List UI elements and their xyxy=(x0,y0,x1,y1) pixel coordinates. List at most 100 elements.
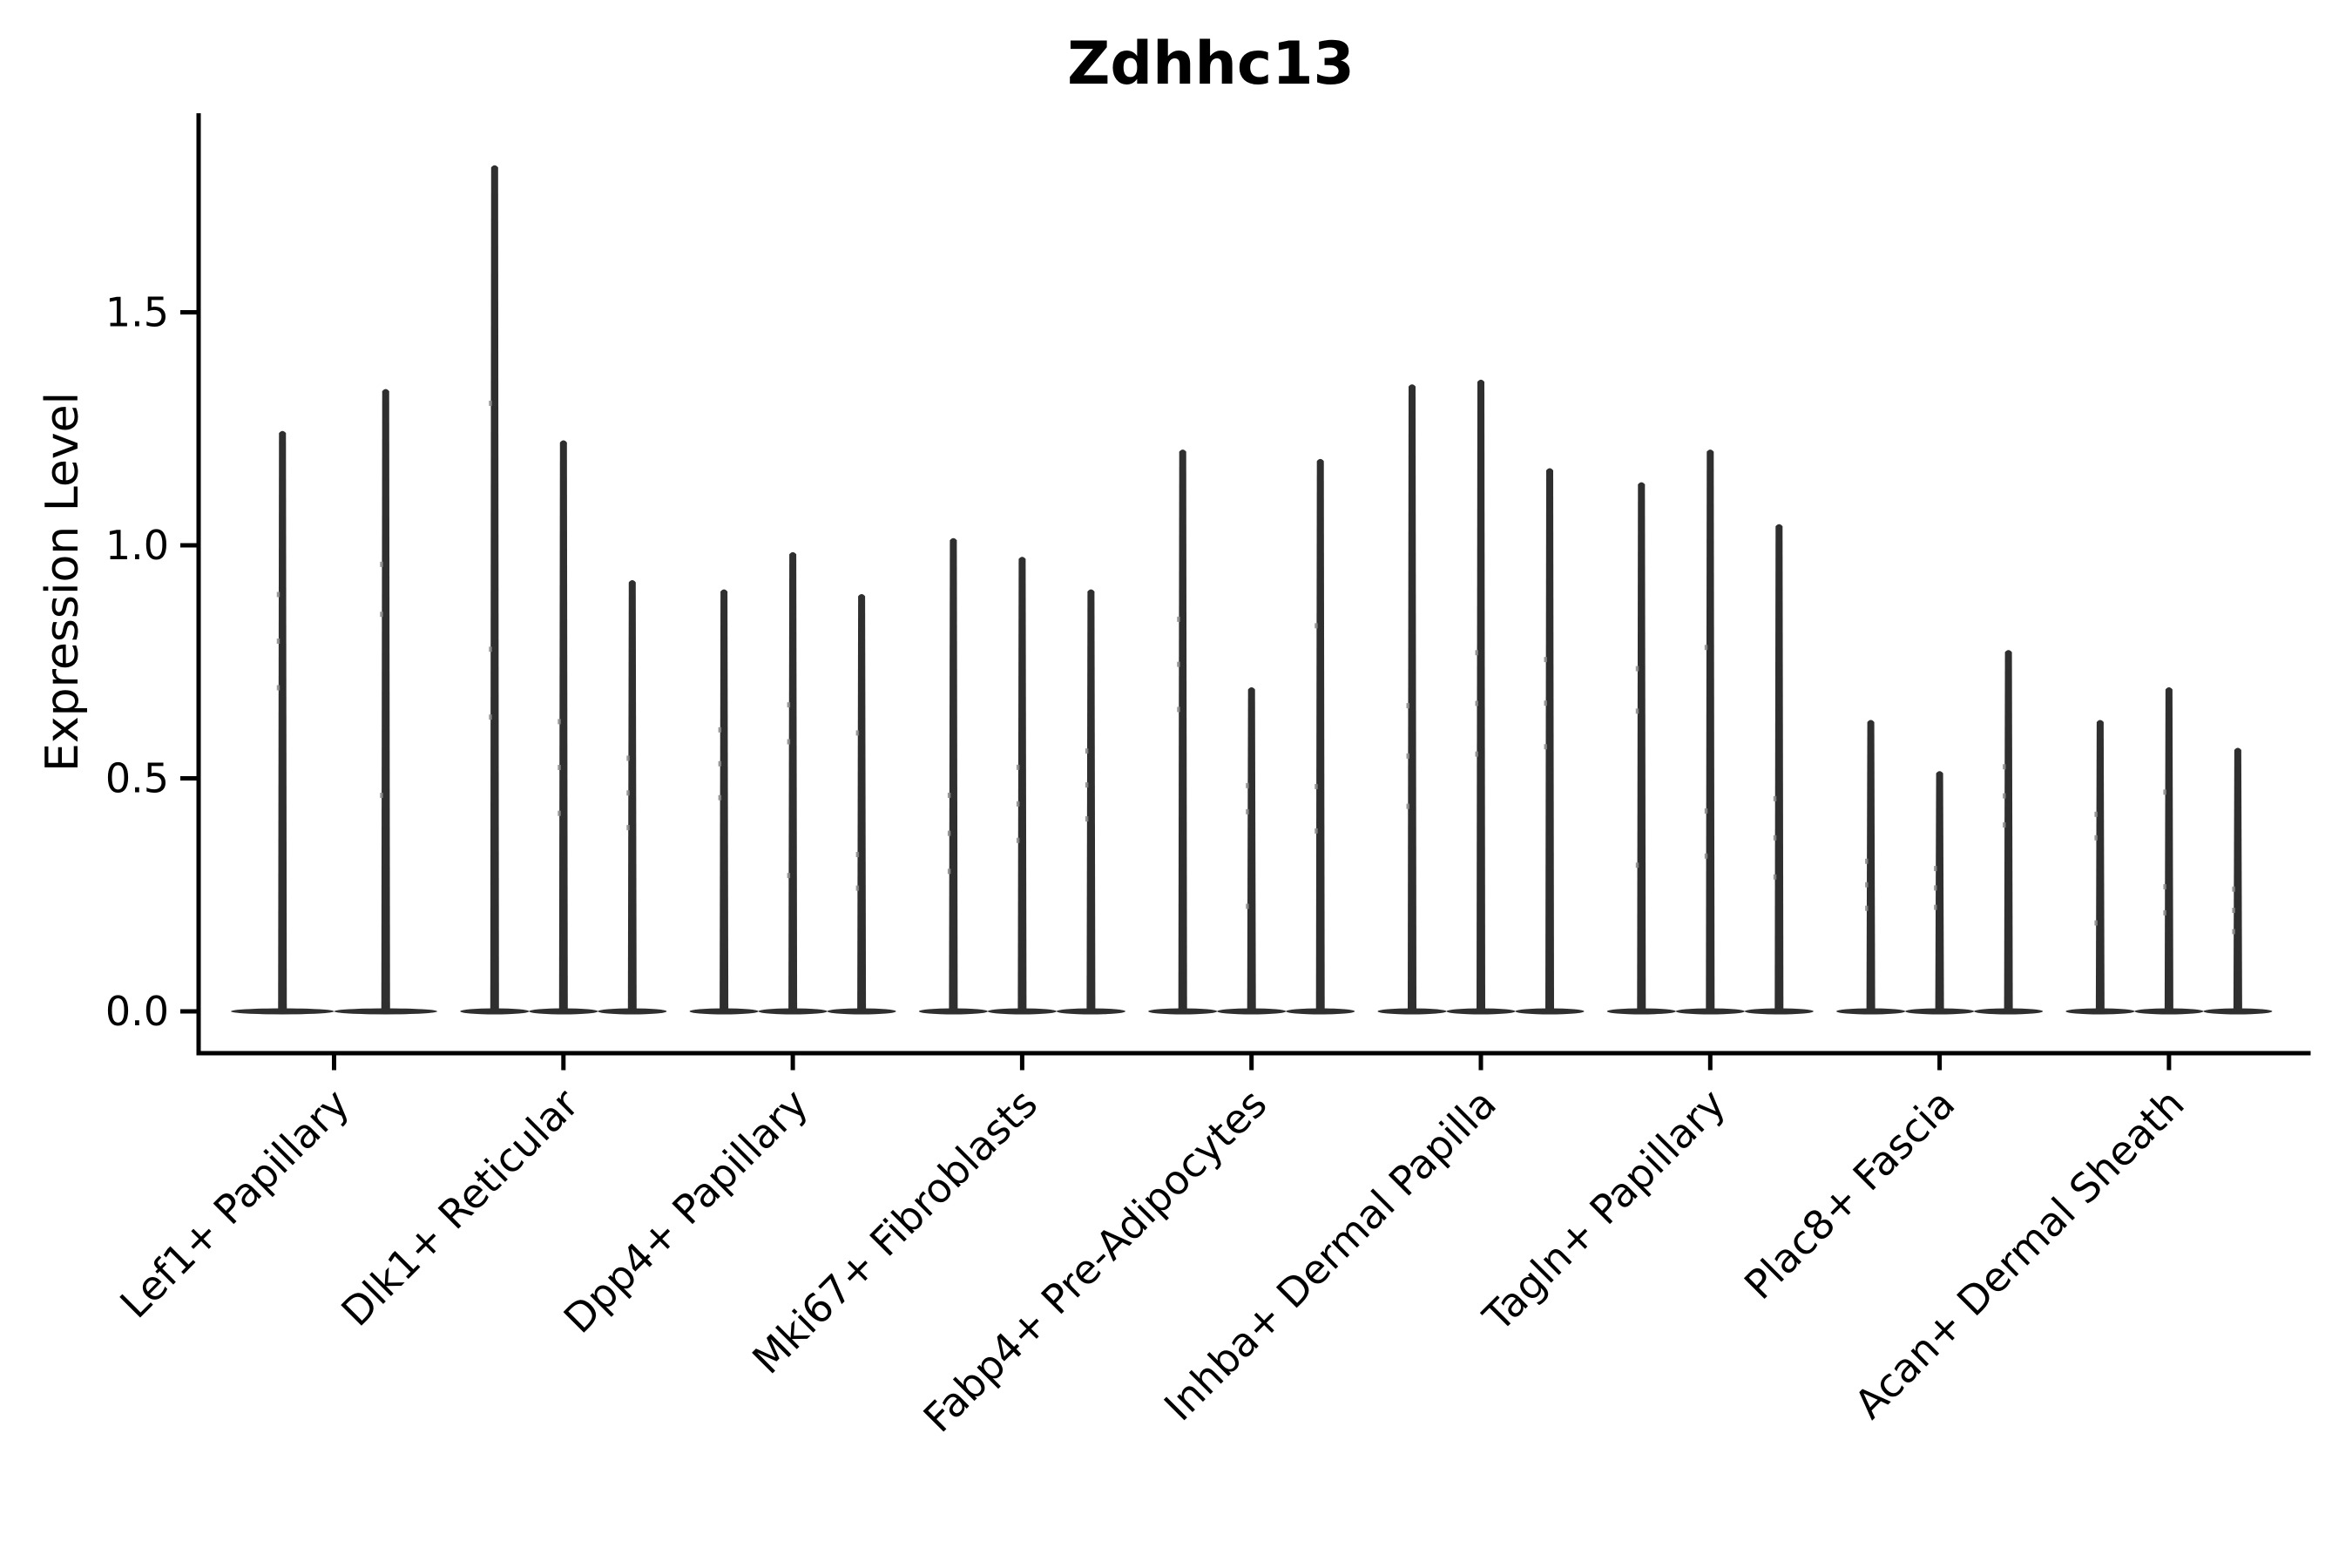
violin-spike xyxy=(558,440,568,1011)
violin-spike xyxy=(2095,720,2105,1011)
jitter-point xyxy=(558,765,561,771)
jitter-point xyxy=(1544,700,1547,706)
y-tick xyxy=(180,1009,199,1014)
jitter-point xyxy=(380,561,383,567)
jitter-point xyxy=(2163,909,2166,916)
jitter-point xyxy=(1865,858,1869,864)
y-tick-label: 1.0 xyxy=(105,522,169,569)
jitter-point xyxy=(1315,783,1318,789)
jitter-point xyxy=(2003,822,2006,828)
violin-spike xyxy=(278,430,287,1011)
jitter-point xyxy=(855,852,860,858)
jitter-point xyxy=(1085,748,1089,754)
jitter-point xyxy=(489,714,492,720)
jitter-point xyxy=(1865,882,1869,888)
jitter-point xyxy=(1406,803,1409,809)
violin-spike xyxy=(857,594,867,1011)
x-tick xyxy=(790,1055,795,1071)
jitter-point xyxy=(276,685,280,691)
jitter-point xyxy=(489,646,492,652)
jitter-point xyxy=(1016,837,1020,843)
jitter-point xyxy=(1406,703,1409,709)
jitter-point xyxy=(2094,811,2098,817)
jitter-point xyxy=(626,825,630,831)
violin-spike xyxy=(1706,449,1715,1011)
jitter-point xyxy=(276,591,280,598)
x-tick xyxy=(1019,1055,1024,1071)
jitter-point xyxy=(558,719,561,725)
x-tick-label: Dpp4+ Papillary xyxy=(555,1080,817,1342)
jitter-point xyxy=(1544,657,1547,663)
jitter-point xyxy=(718,727,722,733)
jitter-point xyxy=(1934,904,1937,910)
x-tick xyxy=(1478,1055,1484,1071)
x-tick xyxy=(2166,1055,2172,1071)
violin-spike xyxy=(2164,687,2173,1011)
jitter-point xyxy=(1704,645,1708,651)
x-tick xyxy=(1937,1055,1943,1071)
jitter-point xyxy=(1016,764,1020,770)
jitter-point xyxy=(1085,782,1089,788)
jitter-point xyxy=(1635,708,1639,714)
jitter-point xyxy=(558,810,561,816)
jitter-point xyxy=(1246,808,1249,814)
jitter-point xyxy=(855,730,860,736)
y-tick-label: 1.5 xyxy=(105,289,169,336)
x-tick xyxy=(1249,1055,1254,1071)
violin-spike xyxy=(1178,449,1187,1011)
jitter-point xyxy=(1475,751,1478,757)
jitter-point xyxy=(2094,835,2098,841)
jitter-point xyxy=(1177,616,1180,622)
jitter-point xyxy=(947,830,951,836)
jitter-point xyxy=(1635,666,1639,672)
y-tick-label: 0.0 xyxy=(105,988,169,1035)
violin-spike xyxy=(1086,589,1096,1011)
jitter-point xyxy=(2003,793,2006,799)
violin-spike xyxy=(2004,650,2013,1011)
x-axis-spine xyxy=(196,1051,2311,1056)
y-tick xyxy=(180,310,199,314)
jitter-point xyxy=(1635,862,1639,868)
violin-spike xyxy=(1477,379,1485,1011)
jitter-point xyxy=(1704,853,1708,859)
x-tick xyxy=(332,1055,336,1071)
jitter-point xyxy=(718,760,722,767)
jitter-point xyxy=(380,612,383,618)
violin-spike xyxy=(490,165,499,1012)
violin-spike xyxy=(1247,687,1256,1011)
jitter-point xyxy=(1085,816,1089,822)
violin-spike xyxy=(2233,747,2242,1011)
violin-spike xyxy=(1935,771,1944,1011)
jitter-point xyxy=(2003,764,2006,770)
jitter-point xyxy=(276,639,280,644)
violin-spike xyxy=(720,589,729,1011)
jitter-point xyxy=(380,793,383,799)
jitter-point xyxy=(1773,874,1777,880)
jitter-point xyxy=(1475,700,1478,706)
violin-spike xyxy=(1774,524,1784,1011)
jitter-point xyxy=(2163,883,2166,889)
jitter-point xyxy=(1704,808,1708,814)
jitter-point xyxy=(2094,920,2098,926)
jitter-point xyxy=(1865,905,1869,911)
x-tick-label: Dlk1+ Reticular xyxy=(332,1080,587,1335)
jitter-point xyxy=(1934,885,1937,891)
violin-spike xyxy=(1637,482,1646,1011)
y-axis-spine xyxy=(196,113,201,1056)
x-tick-label: Tagln+ Papillary xyxy=(1473,1080,1734,1342)
violin-spike xyxy=(1866,720,1876,1011)
jitter-point xyxy=(2232,929,2235,935)
violin-spike xyxy=(1017,557,1027,1011)
jitter-point xyxy=(1315,828,1318,834)
violin-spike xyxy=(788,551,798,1011)
jitter-point xyxy=(1177,661,1180,667)
y-tick xyxy=(180,776,199,781)
jitter-point xyxy=(1315,623,1318,629)
jitter-point xyxy=(2163,789,2166,795)
jitter-point xyxy=(1246,903,1249,909)
jitter-point xyxy=(489,400,492,406)
violin-spike xyxy=(627,579,637,1011)
jitter-point xyxy=(947,868,951,875)
jitter-point xyxy=(1475,650,1478,656)
